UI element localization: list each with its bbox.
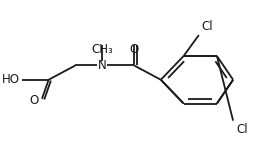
Text: HO: HO xyxy=(2,73,20,86)
Text: O: O xyxy=(29,94,38,107)
Text: CH₃: CH₃ xyxy=(91,43,113,56)
Text: Cl: Cl xyxy=(202,20,213,33)
Text: N: N xyxy=(98,59,106,72)
Text: O: O xyxy=(129,43,139,56)
Text: Cl: Cl xyxy=(236,123,248,136)
